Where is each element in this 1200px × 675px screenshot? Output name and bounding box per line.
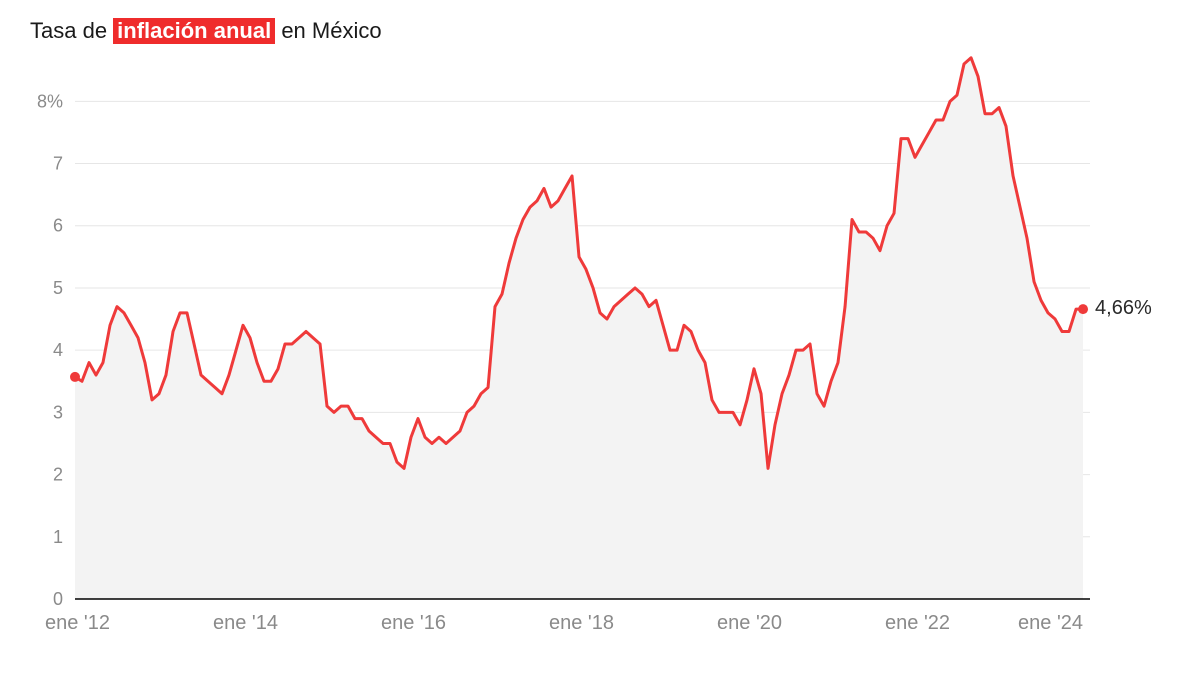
svg-text:7: 7 — [53, 154, 63, 174]
svg-text:ene '18: ene '18 — [549, 612, 614, 634]
svg-text:6: 6 — [53, 216, 63, 236]
title-highlight: inflación anual — [113, 18, 275, 44]
svg-text:8%: 8% — [37, 91, 63, 111]
chart-svg: 0 1 2 3 4 5 6 7 8% ene '12 ene '14 ene '16 ene '18 en… — [30, 54, 1170, 654]
line-end-label: 4,66% — [1095, 297, 1152, 320]
svg-text:2: 2 — [53, 465, 63, 485]
title-pre: Tasa de — [30, 18, 113, 43]
inflation-chart: 0 1 2 3 4 5 6 7 8% ene '12 ene '14 ene '16 ene '18 en… — [30, 54, 1170, 654]
svg-text:0: 0 — [53, 589, 63, 609]
svg-text:ene '12: ene '12 — [45, 612, 110, 634]
svg-text:ene '22: ene '22 — [885, 612, 950, 634]
title-post: en México — [275, 18, 381, 43]
svg-text:4: 4 — [53, 340, 63, 360]
svg-text:ene '14: ene '14 — [213, 612, 278, 634]
svg-text:1: 1 — [53, 527, 63, 547]
svg-text:3: 3 — [53, 402, 63, 422]
svg-text:ene '16: ene '16 — [381, 612, 446, 634]
svg-text:ene '24: ene '24 — [1018, 612, 1083, 634]
svg-text:5: 5 — [53, 278, 63, 298]
chart-title: Tasa de inflación anual en México — [30, 18, 1170, 44]
svg-text:ene '20: ene '20 — [717, 612, 782, 634]
